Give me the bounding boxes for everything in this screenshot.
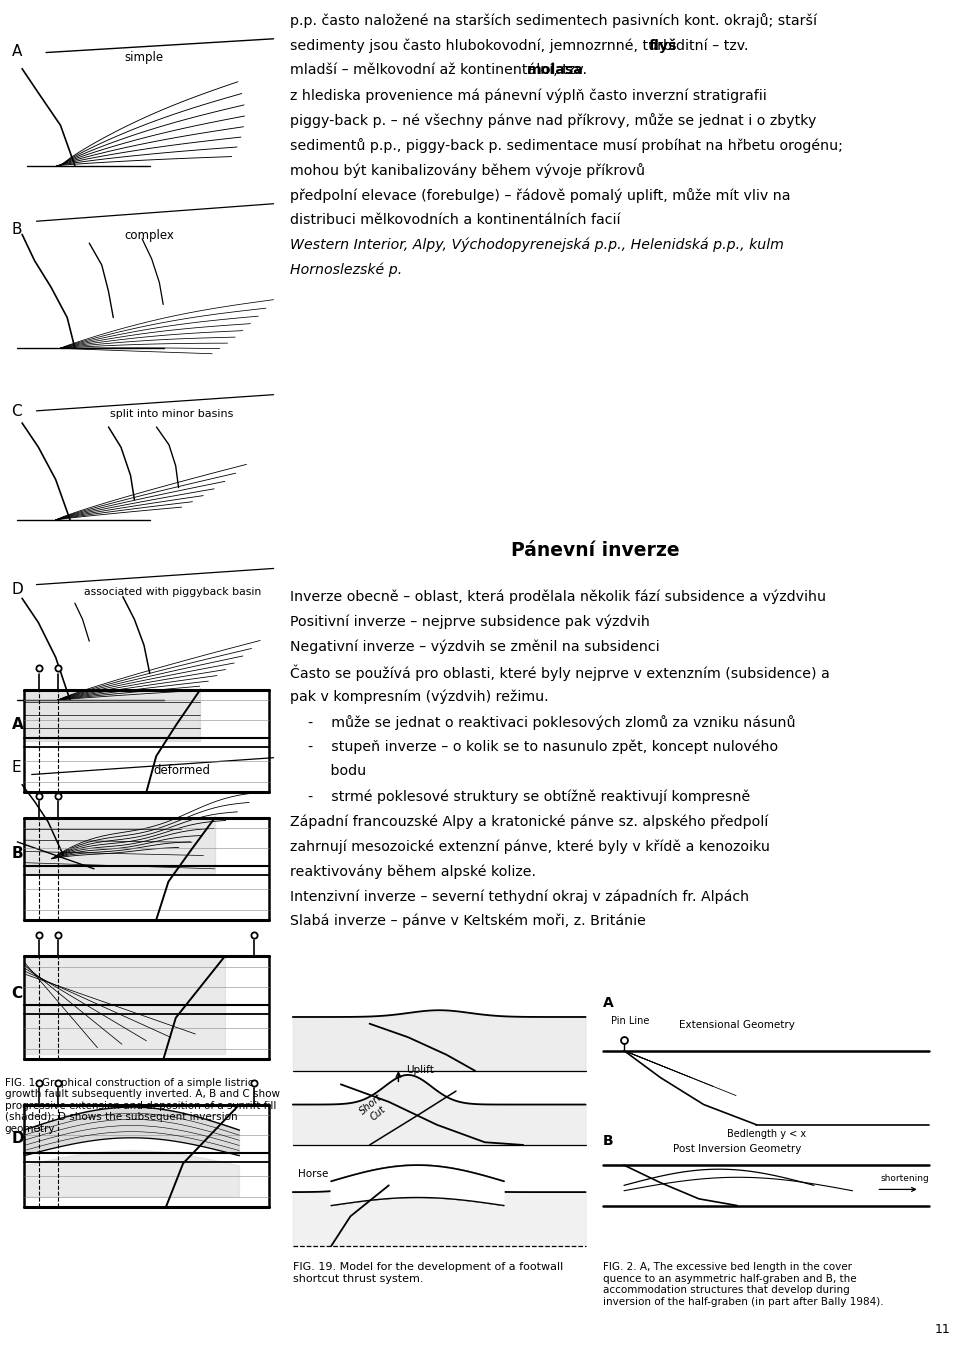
Text: Positivní inverze – nejprve subsidence pak výzdvih: Positivní inverze – nejprve subsidence p… xyxy=(290,614,650,629)
Polygon shape xyxy=(331,1165,504,1206)
Text: shortening: shortening xyxy=(880,1175,929,1183)
Text: FIG. 1. Graphical construction of a simple listric
growth fault subsequently inv: FIG. 1. Graphical construction of a simp… xyxy=(5,1078,279,1134)
Text: Extensional Geometry: Extensional Geometry xyxy=(680,1021,795,1030)
Text: Hornoslezské p.: Hornoslezské p. xyxy=(290,263,402,277)
Text: E: E xyxy=(12,760,21,775)
Text: distribuci mělkovodních a kontinentálních facií: distribuci mělkovodních a kontinentálníc… xyxy=(290,213,620,226)
Text: 11: 11 xyxy=(935,1323,950,1336)
Polygon shape xyxy=(24,1107,239,1156)
Text: Western Interior, Alpy, Východopyrenejská p.p., Helenidská p.p., kulm: Western Interior, Alpy, Východopyrenejsk… xyxy=(290,237,783,252)
Text: C: C xyxy=(12,986,23,1001)
Polygon shape xyxy=(24,818,215,874)
Text: FIG. 2. A, The excessive bed length in the cover
quence to an asymmetric half-gr: FIG. 2. A, The excessive bed length in t… xyxy=(603,1262,883,1307)
Text: FIG. 19. Model for the development of a footwall
shortcut thrust system.: FIG. 19. Model for the development of a … xyxy=(293,1262,564,1284)
Text: bodu: bodu xyxy=(290,764,366,779)
Text: simple: simple xyxy=(125,51,164,65)
Text: D: D xyxy=(12,582,23,597)
Text: A: A xyxy=(603,997,613,1010)
Text: Short
Cut: Short Cut xyxy=(357,1092,392,1125)
Text: z hlediska provenience má pánevní výplň často inverzní stratigrafii: z hlediska provenience má pánevní výplň … xyxy=(290,89,767,102)
Text: Bedlength y < x: Bedlength y < x xyxy=(727,1129,805,1138)
Text: complex: complex xyxy=(125,229,175,242)
Text: -    stupeň inverze – o kolik se to nasunulo zpět, koncept nulového: - stupeň inverze – o kolik se to nasunul… xyxy=(290,740,778,754)
Text: molasa: molasa xyxy=(527,63,584,77)
Text: sedimentů p.p., piggy-back p. sedimentace musí probíhat na hřbetu orogénu;: sedimentů p.p., piggy-back p. sedimentac… xyxy=(290,139,843,154)
Text: A: A xyxy=(12,717,23,731)
Text: Inverze obecně – oblast, která prodělala několik fází subsidence a výzdvihu: Inverze obecně – oblast, která prodělala… xyxy=(290,590,826,605)
Text: pak v kompresním (výzdvih) režimu.: pak v kompresním (výzdvih) režimu. xyxy=(290,690,548,704)
Text: B: B xyxy=(12,846,23,861)
Text: Negativní inverze – výzdvih se změnil na subsidenci: Negativní inverze – výzdvih se změnil na… xyxy=(290,640,660,655)
Text: Často se používá pro oblasti, které byly nejprve v extenzním (subsidence) a: Často se používá pro oblasti, které byly… xyxy=(290,664,829,682)
Polygon shape xyxy=(24,956,225,1053)
Text: D: D xyxy=(12,1131,24,1146)
Text: split into minor basins: split into minor basins xyxy=(110,409,234,419)
Text: Pin Line: Pin Line xyxy=(611,1017,649,1026)
Polygon shape xyxy=(24,690,201,741)
Text: piggy-back p. – né všechny pánve nad příkrovy, může se jednat i o zbytky: piggy-back p. – né všechny pánve nad pří… xyxy=(290,113,816,128)
Text: Horse: Horse xyxy=(298,1169,328,1179)
Text: mohou být kanibalizovány během vývoje příkrovů: mohou být kanibalizovány během vývoje př… xyxy=(290,163,645,178)
Text: associated with piggyback basin: associated with piggyback basin xyxy=(84,587,262,597)
Text: B: B xyxy=(603,1134,613,1148)
Text: Post Inversion Geometry: Post Inversion Geometry xyxy=(673,1145,802,1154)
Text: zahrnují mesozoické extenzní pánve, které byly v křídě a kenozoiku: zahrnují mesozoické extenzní pánve, kter… xyxy=(290,839,770,854)
Polygon shape xyxy=(24,1150,239,1196)
Text: Intenzivní inverze – severní tethydní okraj v západních fr. Alpách: Intenzivní inverze – severní tethydní ok… xyxy=(290,889,749,904)
Text: -    strmé poklesové struktury se obtížně reaktivují kompresně: - strmé poklesové struktury se obtížně r… xyxy=(290,789,750,804)
Text: předpolní elevace (forebulge) – řádově pomalý uplift, může mít vliv na: předpolní elevace (forebulge) – řádově p… xyxy=(290,189,790,203)
Text: deformed: deformed xyxy=(154,764,210,777)
Text: -    může se jednat o reaktivaci poklesových zlomů za vzniku násunů: - může se jednat o reaktivaci poklesovýc… xyxy=(290,714,796,730)
Text: A: A xyxy=(12,44,22,59)
Text: flyš: flyš xyxy=(649,39,677,53)
Text: reaktivovány během alpské kolize.: reaktivovány během alpské kolize. xyxy=(290,865,536,878)
Text: C: C xyxy=(12,404,22,419)
Text: B: B xyxy=(12,222,22,237)
Text: mladší – mělkovodní až kontinentální, tzv.: mladší – mělkovodní až kontinentální, tz… xyxy=(290,63,591,77)
Text: p.p. často naložené na starších sedimentech pasivních kont. okrajů; starší: p.p. často naložené na starších sediment… xyxy=(290,13,817,28)
Text: Západní francouzské Alpy a kratonické pánve sz. alpského předpolí: Západní francouzské Alpy a kratonické pá… xyxy=(290,814,768,828)
Text: Uplift: Uplift xyxy=(406,1064,434,1075)
Text: sedimenty jsou často hlubokovodní, jemnozrnné, turbiditní – tzv.: sedimenty jsou často hlubokovodní, jemno… xyxy=(290,39,753,53)
Text: Pánevní inverze: Pánevní inverze xyxy=(511,541,680,560)
Text: Slabá inverze – pánve v Keltském moři, z. Británie: Slabá inverze – pánve v Keltském moři, z… xyxy=(290,913,646,928)
